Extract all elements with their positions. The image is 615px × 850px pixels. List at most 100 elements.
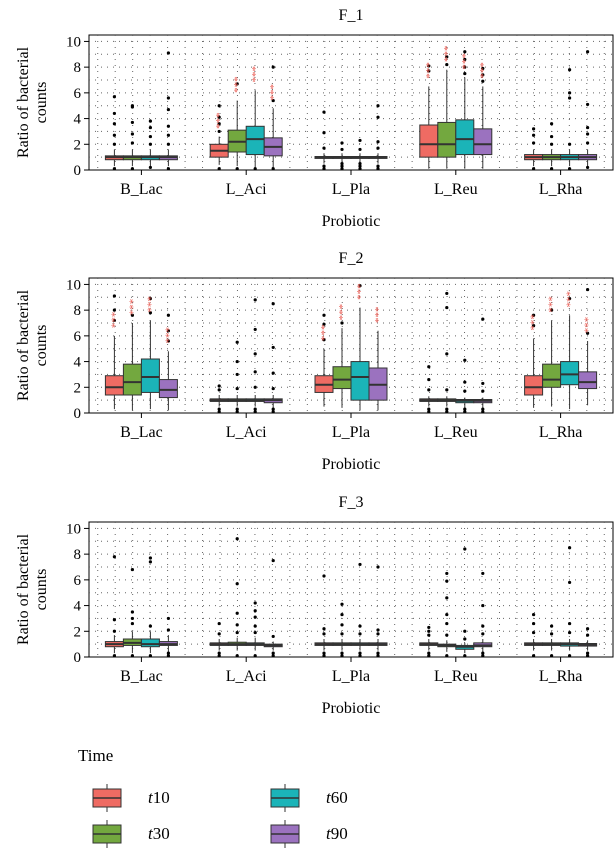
outlier-point bbox=[340, 141, 344, 145]
outlier-point bbox=[166, 616, 170, 621]
outlier-point bbox=[148, 296, 152, 301]
outlier-point bbox=[568, 654, 572, 658]
outlier-point bbox=[340, 602, 344, 606]
outlier-point bbox=[586, 125, 590, 130]
box-body bbox=[140, 358, 160, 393]
outlier-point bbox=[445, 291, 449, 296]
outlier-point bbox=[568, 546, 572, 550]
x-tick-label: L_Reu bbox=[434, 668, 478, 685]
outlier-point bbox=[235, 82, 239, 86]
outlier-point bbox=[463, 407, 467, 411]
outlier-point bbox=[271, 651, 275, 655]
outlier-point bbox=[550, 167, 554, 171]
outlier-point bbox=[253, 327, 257, 332]
outlier-point bbox=[463, 50, 467, 54]
x-tick-label: L_Reu bbox=[434, 181, 478, 198]
x-tick-label: L_Pla bbox=[332, 181, 370, 198]
box-l_pla-t60 bbox=[350, 562, 370, 658]
outlier-point bbox=[445, 571, 449, 576]
legend-label-t90: t90 bbox=[326, 824, 348, 843]
outlier-point bbox=[130, 120, 134, 125]
outlier-point bbox=[550, 134, 554, 139]
x-tick-label: L_Rha bbox=[539, 668, 583, 685]
outlier-point bbox=[445, 410, 449, 414]
legend-key-t10 bbox=[92, 784, 122, 812]
outlier-point bbox=[568, 630, 572, 635]
outlier-point bbox=[130, 654, 134, 658]
outlier-point bbox=[217, 384, 221, 388]
outlier-point bbox=[253, 609, 257, 613]
outlier-point bbox=[427, 388, 431, 392]
outlier-point bbox=[463, 380, 467, 384]
box-body bbox=[245, 125, 265, 156]
outlier-point bbox=[445, 596, 449, 600]
outlier-point bbox=[463, 629, 467, 633]
outlier-point bbox=[166, 107, 170, 112]
outlier-point bbox=[322, 322, 326, 326]
outlier-point bbox=[427, 651, 431, 655]
outlier-point bbox=[148, 134, 152, 139]
outlier-point bbox=[550, 142, 554, 146]
outlier-point bbox=[112, 294, 116, 298]
box-l_pla-t60: *** bbox=[350, 283, 370, 411]
legend-title: Time bbox=[78, 746, 114, 765]
outlier-point bbox=[376, 565, 380, 569]
box-l_aci-t10: *** bbox=[209, 104, 229, 171]
outlier-point bbox=[358, 562, 362, 567]
outlier-point bbox=[253, 654, 257, 658]
outlier-point bbox=[271, 65, 275, 69]
box-l_pla-t60 bbox=[350, 138, 370, 171]
figure: F_1 0 2 4 6 8 10 Ratio of bacterialcounts B_Lac L… bbox=[15, 7, 614, 717]
outlier-point bbox=[253, 624, 257, 628]
y-tick-label: 8 bbox=[74, 547, 82, 563]
outlier-point bbox=[586, 331, 590, 335]
outlier-point bbox=[358, 284, 362, 288]
outlier-point bbox=[112, 95, 116, 99]
outlier-point bbox=[148, 624, 152, 628]
significance-marker: *** bbox=[355, 283, 367, 300]
outlier-point bbox=[376, 164, 380, 168]
outlier-point bbox=[130, 621, 134, 626]
outlier-point bbox=[340, 167, 344, 171]
box-body bbox=[560, 361, 580, 386]
outlier-point bbox=[445, 352, 449, 356]
box-body bbox=[578, 371, 598, 390]
legend-label-t30: t30 bbox=[148, 824, 170, 843]
box-l_reu-t60 bbox=[455, 547, 475, 658]
outlier-point bbox=[532, 313, 536, 317]
outlier-point bbox=[271, 371, 275, 375]
significance-marker: *** bbox=[478, 62, 490, 79]
outlier-point bbox=[445, 633, 449, 637]
outlier-point bbox=[112, 555, 116, 559]
legend: Time t10 t60 t30 t90 bbox=[78, 746, 478, 848]
outlier-point bbox=[481, 73, 485, 77]
outlier-point bbox=[340, 161, 344, 166]
outlier-point bbox=[340, 632, 344, 636]
panel-title: F_2 bbox=[339, 250, 364, 267]
box-b_lac-t10: *** bbox=[104, 294, 124, 410]
box-l_aci-t60: *** bbox=[245, 66, 265, 171]
outlier-point bbox=[463, 410, 467, 414]
box-l_reu-t10 bbox=[419, 625, 439, 658]
outlier-point bbox=[427, 69, 431, 73]
outlier-point bbox=[271, 98, 275, 103]
outlier-point bbox=[463, 637, 467, 641]
outlier-point bbox=[253, 298, 257, 302]
outlier-point bbox=[130, 141, 134, 145]
outlier-point bbox=[166, 51, 170, 55]
outlier-point bbox=[340, 147, 344, 152]
y-tick-label: 4 bbox=[74, 112, 82, 128]
x-axis-label: Probiotic bbox=[322, 456, 381, 473]
outlier-point bbox=[271, 167, 275, 171]
x-tick-label: L_Pla bbox=[332, 668, 370, 685]
outlier-point bbox=[532, 621, 536, 626]
outlier-point bbox=[427, 365, 431, 369]
y-tick-label: 2 bbox=[74, 380, 82, 396]
box-body bbox=[524, 375, 544, 396]
y-axis-label: Ratio of bacterialcounts bbox=[15, 289, 50, 401]
outlier-point bbox=[376, 146, 380, 150]
outlier-point bbox=[586, 50, 590, 54]
outlier-point bbox=[217, 410, 221, 414]
outlier-point bbox=[112, 111, 116, 116]
outlier-point bbox=[112, 318, 116, 323]
